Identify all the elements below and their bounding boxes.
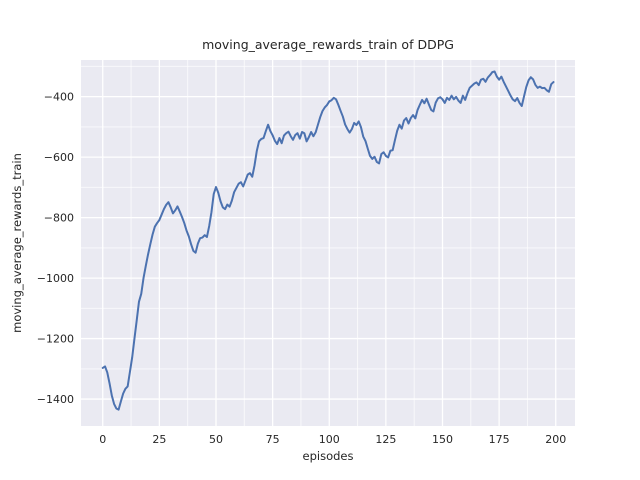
y-axis-label: moving_average_rewards_train (10, 153, 24, 333)
x-tick-label: 150 (432, 433, 453, 446)
x-tick-label: 125 (375, 433, 396, 446)
y-tick-label: −1400 (37, 393, 74, 406)
x-tick-label: 175 (489, 433, 510, 446)
y-tick-label: −800 (44, 212, 74, 225)
x-tick-label: 75 (266, 433, 280, 446)
x-axis-label: episodes (302, 449, 354, 463)
chart-title: moving_average_rewards_train of DDPG (202, 37, 454, 52)
y-tick-label: −400 (44, 91, 74, 104)
series-line-moving_average_rewards_train (101, 70, 555, 411)
y-tick-label: −1000 (37, 272, 74, 285)
x-tick-label: 0 (99, 433, 106, 446)
y-tick-label: −1200 (37, 333, 74, 346)
axes-background (81, 60, 575, 426)
y-tick-label: −600 (44, 151, 74, 164)
x-tick-label: 25 (152, 433, 166, 446)
x-tick-label: 200 (545, 433, 566, 446)
x-tick-label: 100 (319, 433, 340, 446)
x-tick-label: 50 (209, 433, 223, 446)
